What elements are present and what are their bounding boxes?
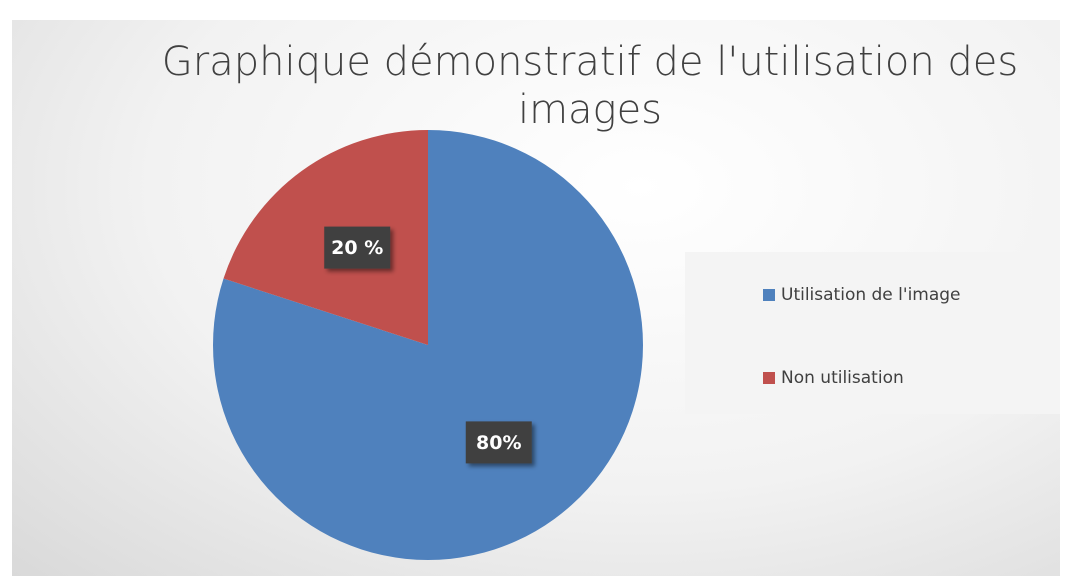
data-label: 80% xyxy=(476,432,521,454)
legend-swatch xyxy=(763,372,775,384)
legend-label: Non utilisation xyxy=(781,368,904,388)
data-label-box xyxy=(324,226,391,269)
chart-title: Graphique démonstratif de l'utilisation … xyxy=(161,39,1019,133)
legend-box xyxy=(685,252,1060,414)
data-label-box xyxy=(465,421,532,464)
data-label: 20 % xyxy=(331,237,383,259)
legend-label: Utilisation de l'image xyxy=(781,285,961,305)
legend-swatch xyxy=(763,289,775,301)
